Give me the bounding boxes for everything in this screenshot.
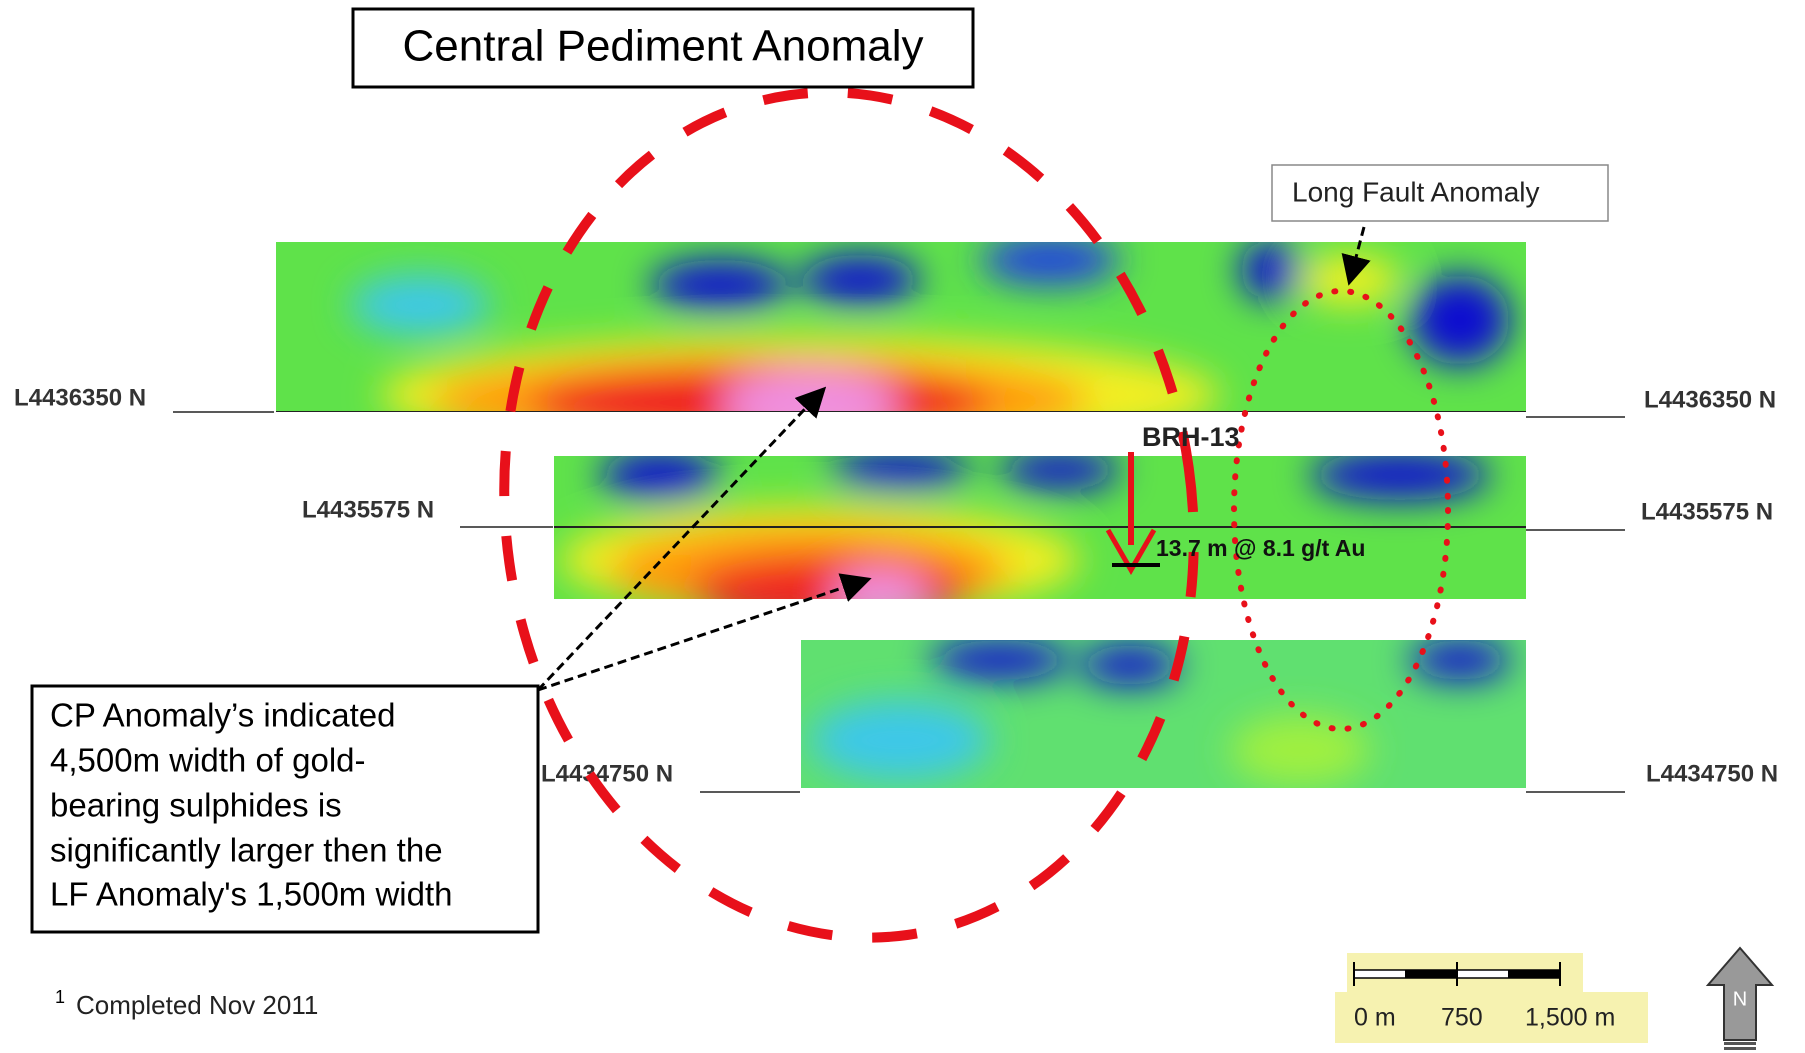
drill-arrowhead [1105, 528, 1157, 576]
scale-label: 1,500 m [1525, 1004, 1615, 1032]
title: Central Pediment Anomaly [403, 22, 924, 71]
scale-label: 750 [1441, 1004, 1483, 1032]
lf-label: Long Fault Anomaly [1292, 176, 1540, 207]
line-label: L4434750 N [1646, 760, 1778, 787]
callout-line: CP Anomaly’s indicated [50, 697, 396, 734]
lf-anomaly-outline [1231, 288, 1451, 732]
scale-bar [1353, 962, 1561, 986]
drill-hole-label: BRH-13 [1142, 422, 1240, 452]
line-label: L4436350 N [1644, 386, 1776, 413]
callout-line: significantly larger then the [50, 832, 443, 869]
lf-pointer [1341, 226, 1371, 286]
section-1 [276, 242, 1526, 412]
line-label: L4435575 N [302, 496, 434, 523]
callout-box [30, 684, 540, 934]
north-label: N [1733, 988, 1747, 1010]
line-label: L4436350 N [14, 384, 146, 411]
callout-line: bearing sulphides is [50, 787, 342, 824]
title-box [351, 7, 975, 89]
scale-label: 0 m [1354, 1004, 1396, 1032]
north-arrow [1705, 946, 1775, 1050]
intercept-label: 13.7 m @ 8.1 g/t Au [1156, 535, 1365, 561]
scale-bg [1335, 992, 1648, 1043]
line-label: L4434750 N [541, 760, 673, 787]
section-2 [554, 456, 1526, 599]
section-3 [801, 640, 1526, 788]
footnote: Completed Nov 2011 [76, 990, 318, 1020]
footnote-marker: 1 [55, 987, 65, 1007]
cp-anomaly-outline [499, 87, 1199, 943]
callout-pointer [536, 386, 827, 692]
callout-line: LF Anomaly's 1,500m width [50, 876, 453, 913]
callout-line: 4,500m width of gold- [50, 742, 366, 779]
line-label: L4435575 N [1641, 498, 1773, 525]
lf-box [1271, 164, 1609, 222]
callout-pointer [537, 573, 872, 692]
